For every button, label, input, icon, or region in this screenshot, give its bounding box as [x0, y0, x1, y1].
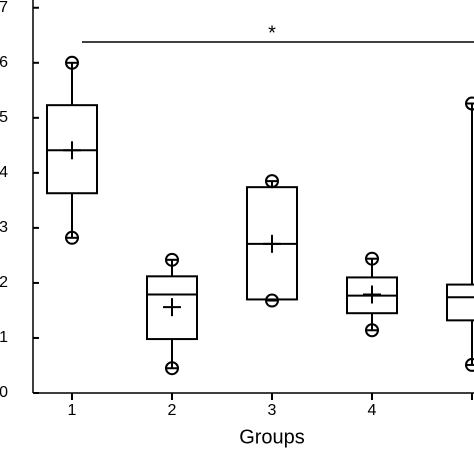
x-axis-label: Groups — [239, 426, 305, 448]
y-tick-label: 6 — [0, 54, 8, 71]
y-tick-label: 4 — [0, 164, 8, 181]
x-tick-label: 1 — [68, 402, 77, 419]
y-tick-label: 2 — [0, 274, 8, 291]
y-tick-label: 3 — [0, 219, 8, 236]
box — [446, 283, 474, 322]
y-tick-label: 7 — [0, 0, 8, 16]
x-tick-label: 3 — [268, 402, 277, 419]
y-tick-label: 5 — [0, 109, 8, 126]
y-tick-label: 0 — [0, 384, 8, 401]
x-tick-label: 4 — [368, 402, 377, 419]
x-tick-label: 2 — [168, 402, 177, 419]
significance-mark: * — [268, 22, 276, 44]
y-tick-label: 1 — [0, 329, 8, 346]
